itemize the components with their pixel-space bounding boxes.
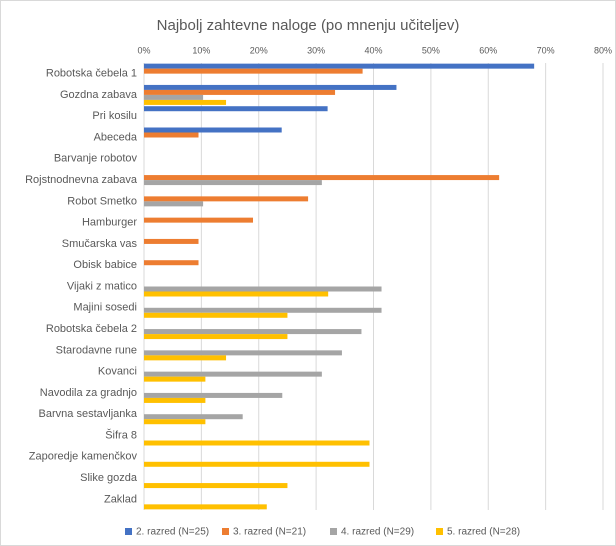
bar [144,291,329,297]
bar [144,312,288,318]
category-label: Rojstnodnevna zabava [25,174,138,186]
category-label: Barvna sestavljanka [39,408,138,420]
legend-label: 5. razred (N=28) [447,527,520,538]
bar [144,483,288,489]
x-tick-label: 70% [537,45,555,55]
bar [144,180,322,186]
category-label: Gozdna zabava [60,89,138,101]
category-label: Obisk babice [73,259,137,271]
bar [144,334,288,340]
bar [144,329,362,335]
bar [144,461,370,467]
x-tick-label: 50% [422,45,440,55]
x-tick-label: 10% [192,45,210,55]
bar [144,201,204,207]
category-label: Robot Smetko [67,195,137,207]
bar [144,419,206,425]
bar [144,371,322,377]
bar [144,132,199,138]
category-label: Vijaki z matico [67,280,137,292]
bar [144,440,370,446]
x-tick-label: 80% [594,45,612,55]
bar [144,175,500,181]
category-label: Robotska čebela 1 [46,68,137,80]
category-label: Smučarska vas [62,238,138,250]
legend-swatch [330,528,337,535]
x-tick-label: 20% [250,45,268,55]
bar [144,196,309,202]
legend-swatch [125,528,132,535]
legend-label: 4. razred (N=29) [341,527,414,538]
bar [144,355,227,361]
category-label: Kovanci [98,366,137,378]
legend-swatch [222,528,229,535]
category-label: Šifra 8 [105,428,137,441]
bar [144,63,535,69]
category-label: Majini sosedi [73,302,137,314]
chart-title: Najbolj zahtevne naloge (po mnenju učite… [157,17,460,34]
x-tick-label: 40% [364,45,382,55]
bar [144,238,199,244]
category-label: Barvanje robotov [54,153,138,165]
x-tick-label: 0% [137,45,150,55]
legend-swatch [436,528,443,535]
bar [144,350,342,356]
bar [144,260,199,266]
bar [144,307,382,313]
category-label: Robotska čebela 2 [46,323,137,335]
bar [144,99,227,105]
bar [144,217,254,223]
bar [144,89,336,95]
x-tick-label: 60% [479,45,497,55]
x-tick-label: 30% [307,45,325,55]
bar [144,392,283,398]
legend-label: 3. razred (N=21) [233,527,306,538]
category-label: Slike gozda [80,472,138,484]
bar [144,94,204,100]
bar [144,414,243,420]
bar [144,68,363,74]
category-label: Abeceda [94,131,138,143]
bar [144,84,397,90]
category-label: Hamburger [82,217,137,229]
legend-label: 2. razred (N=25) [136,527,209,538]
bar [144,106,328,112]
category-label: Zaklad [104,493,137,505]
category-label: Starodavne rune [56,344,137,356]
bar [144,376,206,382]
category-label: Zaporedje kamenčkov [29,451,138,463]
category-label: Pri kosilu [92,110,137,122]
bar [144,504,267,510]
bar [144,127,282,133]
bar [144,397,206,403]
category-label: Navodila za gradnjo [40,387,137,399]
bar [144,286,382,292]
